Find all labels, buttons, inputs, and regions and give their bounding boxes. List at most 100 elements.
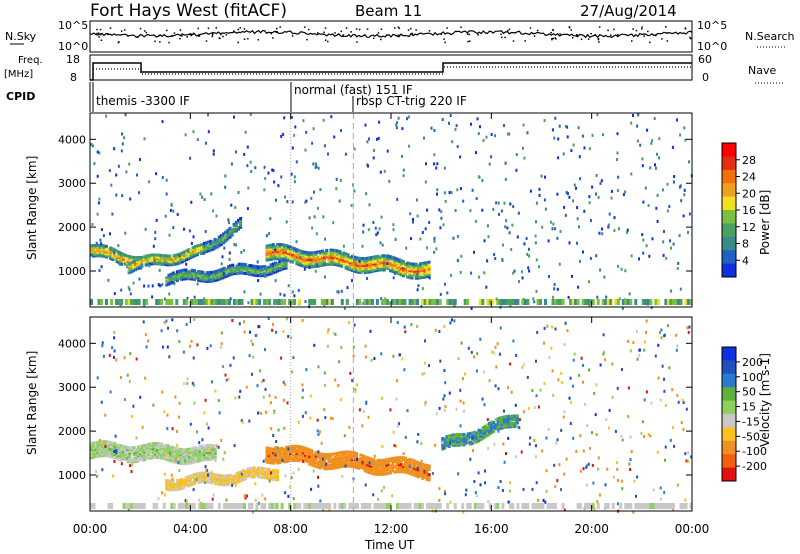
echo-cell bbox=[203, 411, 206, 415]
echo-cell bbox=[272, 253, 275, 257]
echo-cell bbox=[212, 279, 216, 283]
echo-cell bbox=[554, 503, 557, 509]
echo-cell bbox=[262, 378, 265, 382]
echo-cell bbox=[168, 263, 172, 267]
echo-cell bbox=[299, 457, 303, 461]
echo-cell bbox=[342, 461, 346, 465]
echo-cell bbox=[681, 398, 684, 402]
echo-cell bbox=[659, 503, 663, 509]
echo-cell bbox=[457, 472, 460, 476]
echo-cell bbox=[278, 452, 282, 456]
echo-cell bbox=[177, 460, 180, 464]
echo-cell bbox=[340, 254, 344, 258]
echo-cell bbox=[186, 270, 190, 274]
echo-cell bbox=[134, 268, 137, 272]
echo-cell bbox=[117, 447, 121, 451]
echo-cell bbox=[494, 134, 497, 138]
echo-cell bbox=[417, 264, 420, 268]
echo-cell bbox=[335, 252, 339, 256]
echo-cell bbox=[213, 458, 217, 462]
echo-cell bbox=[224, 274, 228, 278]
echo-cell bbox=[395, 461, 399, 465]
echo-cell bbox=[423, 273, 427, 277]
echo-cell bbox=[376, 472, 380, 476]
echo-cell bbox=[346, 464, 350, 468]
echo-cell bbox=[107, 252, 111, 256]
echo-cell bbox=[301, 257, 305, 261]
echo-cell bbox=[333, 249, 337, 252]
echo-cell bbox=[687, 330, 690, 334]
echo-cell bbox=[188, 458, 192, 462]
echo-cell bbox=[191, 249, 195, 253]
echo-cell bbox=[193, 248, 197, 252]
echo-cell bbox=[155, 255, 159, 259]
echo-cell bbox=[278, 255, 282, 259]
echo-cell bbox=[242, 271, 245, 275]
echo-cell bbox=[205, 452, 209, 456]
echo-cell bbox=[401, 503, 404, 509]
echo-cell bbox=[286, 456, 290, 459]
echo-cell bbox=[128, 458, 132, 462]
echo-cell bbox=[136, 447, 140, 451]
echo-cell bbox=[628, 292, 631, 296]
echo-cell bbox=[483, 370, 485, 374]
echo-cell bbox=[293, 450, 297, 454]
echo-cell bbox=[191, 246, 195, 250]
echo-cell bbox=[137, 503, 141, 509]
echo-cell bbox=[393, 268, 397, 272]
echo-cell bbox=[339, 250, 342, 254]
echo-cell bbox=[679, 133, 682, 137]
echo-cell bbox=[608, 212, 611, 216]
echo-cell bbox=[132, 456, 136, 460]
echo-cell bbox=[479, 434, 483, 438]
echo-cell bbox=[419, 274, 423, 278]
echo-cell bbox=[365, 463, 369, 467]
echo-cell bbox=[111, 258, 115, 261]
echo-cell bbox=[248, 264, 252, 267]
echo-cell bbox=[353, 264, 356, 268]
echo-cell bbox=[341, 475, 344, 479]
echo-cell bbox=[212, 493, 215, 497]
echo-cell bbox=[203, 276, 207, 280]
echo-cell bbox=[169, 276, 173, 280]
echo-cell bbox=[272, 257, 275, 261]
echo-cell bbox=[205, 299, 209, 305]
echo-cell bbox=[272, 461, 275, 465]
echo-cell bbox=[485, 423, 489, 427]
echo-cell bbox=[297, 446, 301, 450]
echo-cell bbox=[95, 241, 98, 245]
echo-cell bbox=[197, 503, 201, 509]
echo-cell bbox=[259, 272, 263, 276]
echo-cell bbox=[248, 354, 251, 358]
echo-cell bbox=[155, 218, 158, 222]
echo-cell bbox=[425, 471, 428, 475]
echo-cell bbox=[131, 264, 135, 267]
echo-cell bbox=[333, 256, 337, 259]
echo-cell bbox=[210, 272, 213, 276]
echo-cell bbox=[479, 125, 481, 129]
echo-cell bbox=[378, 462, 382, 466]
echo-cell bbox=[404, 470, 408, 474]
echo-cell bbox=[280, 134, 283, 138]
echo-cell bbox=[357, 465, 361, 468]
echo-cell bbox=[213, 246, 217, 250]
echo-cell bbox=[507, 425, 511, 429]
echo-cell bbox=[333, 455, 337, 459]
echo-cell bbox=[98, 445, 102, 449]
echo-cell bbox=[348, 263, 352, 266]
echo-cell bbox=[414, 470, 418, 474]
echo-cell bbox=[209, 454, 213, 458]
echo-cell bbox=[173, 272, 177, 276]
echo-cell bbox=[162, 446, 166, 450]
echo-cell bbox=[367, 258, 371, 262]
echo-cell bbox=[224, 476, 228, 480]
echo-cell bbox=[286, 457, 290, 461]
echo-cell bbox=[497, 201, 500, 205]
echo-cell bbox=[412, 473, 416, 477]
echo-cell bbox=[447, 439, 451, 443]
echo-cell bbox=[660, 328, 663, 332]
echo-cell bbox=[316, 455, 320, 459]
echo-cell bbox=[456, 436, 460, 440]
echo-cell bbox=[496, 422, 500, 426]
echo-cell bbox=[391, 255, 395, 259]
